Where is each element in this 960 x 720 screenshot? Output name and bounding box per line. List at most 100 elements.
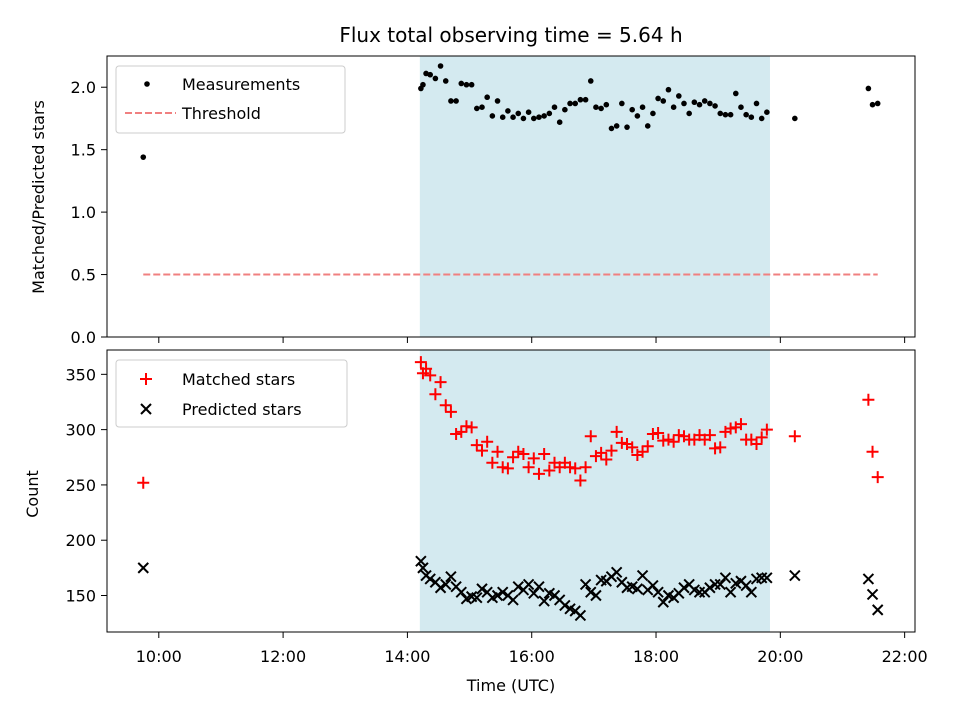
measurement-point [676, 93, 682, 99]
legend-label-threshold: Threshold [181, 104, 261, 123]
predicted-star-point [417, 562, 429, 574]
measurement-point [494, 98, 501, 104]
predicted-star-point [440, 578, 452, 591]
predicted-star-point [538, 595, 550, 607]
predicted-star-point [137, 562, 149, 574]
x-tick-label: 16:00 [509, 647, 555, 666]
x-tick-label: 12:00 [260, 647, 306, 666]
measurement-point [639, 104, 646, 111]
measurement-point [619, 100, 625, 107]
predicted-star-point [497, 586, 509, 598]
matched-star-point [788, 430, 801, 443]
measurement-point [562, 106, 568, 113]
measurement-point [420, 81, 426, 88]
matched-star-point [460, 420, 473, 433]
measurement-point [753, 100, 760, 107]
measurement-point [484, 94, 490, 101]
measurement-point [536, 114, 542, 120]
measurement-point [644, 123, 651, 129]
measurement-point [603, 101, 610, 108]
measurement-point [681, 100, 687, 107]
top-x-ticks [158, 337, 906, 343]
measurement-point [707, 100, 713, 107]
bottom-y-axis-label: Count [23, 470, 42, 518]
predicted-star-point [455, 586, 467, 598]
x-tick-label: 18:00 [633, 647, 679, 666]
bottom-y-tick-label: 150 [65, 587, 96, 606]
predicted-star-point [724, 586, 737, 598]
matched-star-point [574, 474, 587, 487]
predicted-star-point [476, 583, 488, 595]
bottom-shaded-region [419, 350, 770, 632]
measurement-point [650, 110, 656, 117]
measurement-point [691, 99, 698, 106]
measurement-point [499, 114, 506, 120]
top-y-tick-label: 0.0 [71, 328, 96, 347]
bottom-panel: 150 200 250 300 350 10:00 12:00 14:00 16:00 18:0… [23, 349, 928, 695]
matched-star-point [760, 423, 773, 436]
measurement-point [541, 113, 547, 119]
measurement-point [567, 100, 573, 107]
measurement-point [624, 124, 630, 130]
legend-label-matched-stars: Matched stars [182, 370, 295, 389]
measurement-point [712, 103, 718, 109]
top-y-tick-label: 0.5 [71, 266, 96, 285]
measurement-point [577, 96, 584, 103]
measurement-point [598, 105, 604, 112]
measurement-point [865, 85, 872, 92]
bottom-legend-box [115, 359, 348, 428]
matched-star-point [662, 433, 675, 446]
measurement-point [660, 98, 667, 104]
predicted-star-point [579, 578, 592, 591]
measurement-point [665, 86, 672, 93]
predicted-star-point [647, 579, 659, 592]
matched-star-point [429, 388, 442, 401]
matched-star-point [667, 435, 680, 448]
matched-star-point [424, 369, 437, 382]
predicted-star-point [872, 604, 884, 616]
predicted-star-point [491, 589, 504, 602]
matched-star-point [491, 445, 504, 458]
matched-star-point [569, 462, 582, 475]
matched-star-point [434, 376, 447, 389]
matched-star-point [137, 476, 150, 489]
predicted-star-point [636, 569, 649, 582]
predicted-star-point [789, 569, 801, 582]
predicted-star-point [574, 609, 587, 622]
predicted-star-point [590, 589, 602, 602]
matched-star-point [657, 434, 670, 447]
predicted-star-point [761, 572, 773, 584]
matched-star-point [517, 447, 530, 460]
matched-star-point [486, 456, 499, 469]
legend-marker-measurements [144, 81, 150, 87]
predicted-star-point [631, 583, 644, 595]
measurement-point [515, 110, 522, 117]
measurement-point [701, 98, 708, 104]
matched-star-point [600, 453, 613, 466]
matched-star-point [636, 445, 649, 458]
measurement-point [764, 109, 770, 115]
top-y-tick-label: 2.0 [71, 78, 96, 97]
bottom-x-axis: 10:00 12:00 14:00 16:00 18:00 20:00 22:00 [136, 632, 928, 666]
matched-star-point [709, 442, 722, 455]
measurement-point [869, 101, 876, 108]
matched-star-point [450, 428, 463, 441]
legend-marker-matched-stars [140, 373, 152, 385]
bottom-y-tick-label: 350 [65, 365, 96, 384]
measurement-point [758, 115, 765, 122]
matched-star-point [714, 441, 727, 454]
matched-star-point [420, 362, 433, 375]
measurement-point [479, 104, 485, 111]
matched-star-point [646, 428, 659, 441]
predicted-star-point [745, 586, 758, 598]
measurement-point [587, 78, 594, 84]
bottom-y-axis: 150 200 250 300 350 [65, 365, 107, 606]
legend-label-predicted-stars: Predicted stars [182, 400, 302, 419]
measurement-point [792, 115, 798, 122]
x-tick-label: 20:00 [757, 647, 803, 666]
measurement-point [556, 119, 563, 125]
matched-star-point [501, 462, 514, 475]
predicted-star-point [559, 599, 571, 612]
predicted-star-point [533, 580, 545, 593]
